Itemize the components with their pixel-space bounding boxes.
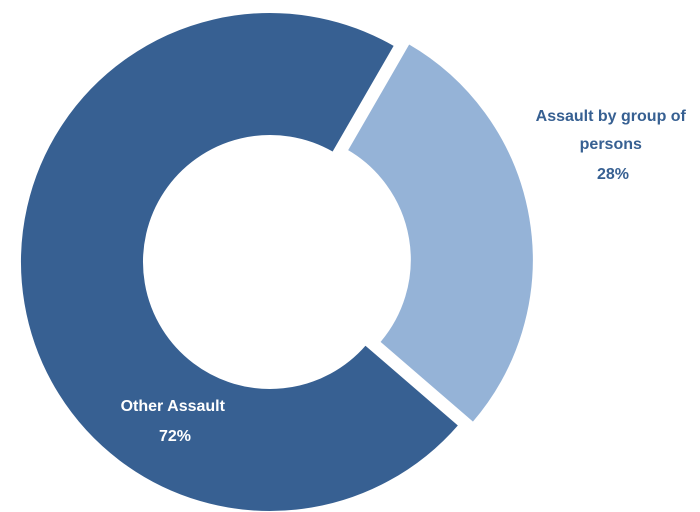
donut-slices [19, 11, 535, 512]
label-assault-by-group-line1: Assault by group of [536, 108, 687, 125]
donut-slice-assault-by-group-of [345, 41, 535, 425]
label-assault-by-group-percent: 28% [597, 166, 629, 183]
label-other-assault: Other Assault 72% [121, 398, 230, 445]
label-other-assault-percent: 72% [159, 428, 191, 445]
label-other-assault-line1: Other Assault [121, 398, 226, 415]
donut-slice-other-assault [19, 11, 461, 512]
label-assault-by-group: Assault by group of persons 28% [536, 108, 691, 183]
label-assault-by-group-line2: persons [580, 136, 642, 153]
